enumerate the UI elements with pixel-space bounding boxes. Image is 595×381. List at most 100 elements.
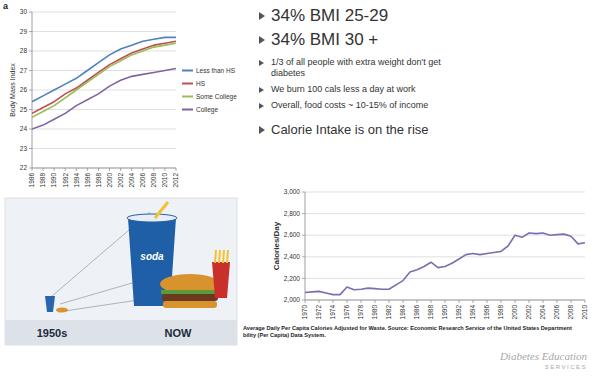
- y-tick: [29, 31, 32, 32]
- x-tick-label: 1992: [62, 173, 69, 188]
- chart-caption: Average Daily Per Capita Calories Adjust…: [243, 325, 588, 339]
- grid-line: [305, 278, 585, 279]
- y-tick-label: 2,800: [284, 210, 301, 217]
- headline-bullet: 34% BMI 25-29: [258, 4, 588, 28]
- cup-lid: [127, 214, 177, 222]
- burger-top: [160, 274, 220, 294]
- y-tick-label: 23: [20, 145, 28, 152]
- x-tick: [98, 168, 99, 171]
- y-tick-label: 26: [20, 86, 28, 93]
- x-tick: [529, 300, 530, 303]
- fry: [219, 250, 220, 263]
- detail-bullet: 1/3 of all people with extra weight don'…: [258, 57, 446, 79]
- y-axis: [305, 192, 306, 300]
- legend-label: College: [196, 106, 218, 114]
- x-tick: [361, 300, 362, 303]
- x-axis: [32, 168, 176, 169]
- line-chart: 2,0002,2002,4002,6002,8003,0001970197219…: [272, 188, 588, 319]
- legend: Less than HSHSSome CollegeCollege: [182, 67, 237, 114]
- x-tick-label: 1986: [413, 305, 420, 320]
- x-tick: [32, 168, 33, 171]
- x-tick: [501, 300, 502, 303]
- small-burger: [56, 308, 68, 313]
- straw: [155, 202, 168, 218]
- x-tick: [43, 168, 44, 171]
- y-tick-label: 2,600: [284, 231, 301, 238]
- x-tick: [473, 300, 474, 303]
- x-tick: [585, 300, 586, 303]
- x-tick: [109, 168, 110, 171]
- line-chart: 2223242526272829301986198819901992199419…: [3, 1, 237, 187]
- cup-label: soda: [140, 251, 164, 262]
- x-tick: [431, 300, 432, 303]
- x-tick: [153, 168, 154, 171]
- y-tick-label: 28: [20, 47, 28, 54]
- headline-bullet: 34% BMI 30 +: [258, 28, 588, 52]
- x-tick: [445, 300, 446, 303]
- x-tick-label: 2010: [581, 305, 588, 320]
- grid-line: [32, 148, 176, 149]
- x-tick-label: 1992: [455, 305, 462, 320]
- x-tick-label: 1980: [371, 305, 378, 320]
- x-tick-label: 1990: [50, 173, 57, 188]
- x-tick-label: 1988: [39, 173, 46, 188]
- detail-bullet: We burn 100 cals less a day at work: [258, 84, 588, 95]
- fry: [215, 250, 216, 263]
- y-tick: [302, 192, 305, 193]
- x-tick-label: 1978: [357, 305, 364, 320]
- x-tick: [459, 300, 460, 303]
- grid-line: [305, 213, 585, 214]
- grid-line: [32, 129, 176, 130]
- slide: 2223242526272829301986198819901992199419…: [0, 0, 595, 381]
- logo-title: Diabetes Education: [500, 350, 587, 363]
- grid-line: [32, 51, 176, 52]
- logo: Diabetes EducationSERVICES: [500, 350, 587, 371]
- y-tick: [29, 109, 32, 110]
- x-tick-label: 1996: [483, 305, 490, 320]
- burger-patty: [162, 294, 218, 301]
- y-tick: [302, 256, 305, 257]
- x-tick: [487, 300, 488, 303]
- y-tick: [29, 12, 32, 13]
- grid-line: [32, 168, 176, 169]
- illustration-background: [5, 198, 237, 345]
- series-line: [305, 233, 585, 295]
- y-tick-label: 27: [20, 67, 28, 74]
- x-tick: [120, 168, 121, 171]
- y-tick-label: 29: [20, 28, 28, 35]
- grid-line: [32, 31, 176, 32]
- y-tick-label: 2,200: [284, 275, 301, 282]
- grid-line: [32, 109, 176, 110]
- y-tick: [29, 70, 32, 71]
- y-axis-title: Calories/Day: [272, 221, 281, 270]
- x-tick-label: 2012: [172, 173, 179, 188]
- y-tick: [29, 168, 32, 169]
- y-tick: [29, 51, 32, 52]
- series-line: [32, 69, 176, 129]
- x-tick: [543, 300, 544, 303]
- x-tick: [571, 300, 572, 303]
- era-label: 1950s: [37, 327, 68, 339]
- x-tick: [176, 168, 177, 171]
- small-cup: [45, 296, 55, 312]
- detail-bullet: Overall, food costs ~ 10-15% of income: [258, 100, 588, 111]
- caption-line: Average Daily Per Capita Calories Adjust…: [243, 325, 588, 332]
- y-tick: [302, 213, 305, 214]
- x-tick: [142, 168, 143, 171]
- y-axis-title: Body Mass Index: [9, 63, 17, 117]
- fry: [227, 250, 228, 263]
- x-tick-label: 1998: [95, 173, 102, 188]
- bullet-list: 34% BMI 25-2934% BMI 30 + 1/3 of all peop…: [258, 4, 588, 139]
- x-tick: [417, 300, 418, 303]
- plot-marks: [305, 233, 585, 295]
- y-tick-label: 30: [20, 8, 28, 15]
- series-line: [32, 43, 176, 117]
- x-tick: [164, 168, 165, 171]
- x-tick-label: 1986: [28, 173, 35, 188]
- y-tick-label: 25: [20, 106, 28, 113]
- x-tick: [333, 300, 334, 303]
- y-tick: [302, 300, 305, 301]
- panel-label: a: [3, 1, 9, 11]
- fries-box: [212, 262, 230, 298]
- portion-illustration: soda1950sNOW: [5, 198, 237, 345]
